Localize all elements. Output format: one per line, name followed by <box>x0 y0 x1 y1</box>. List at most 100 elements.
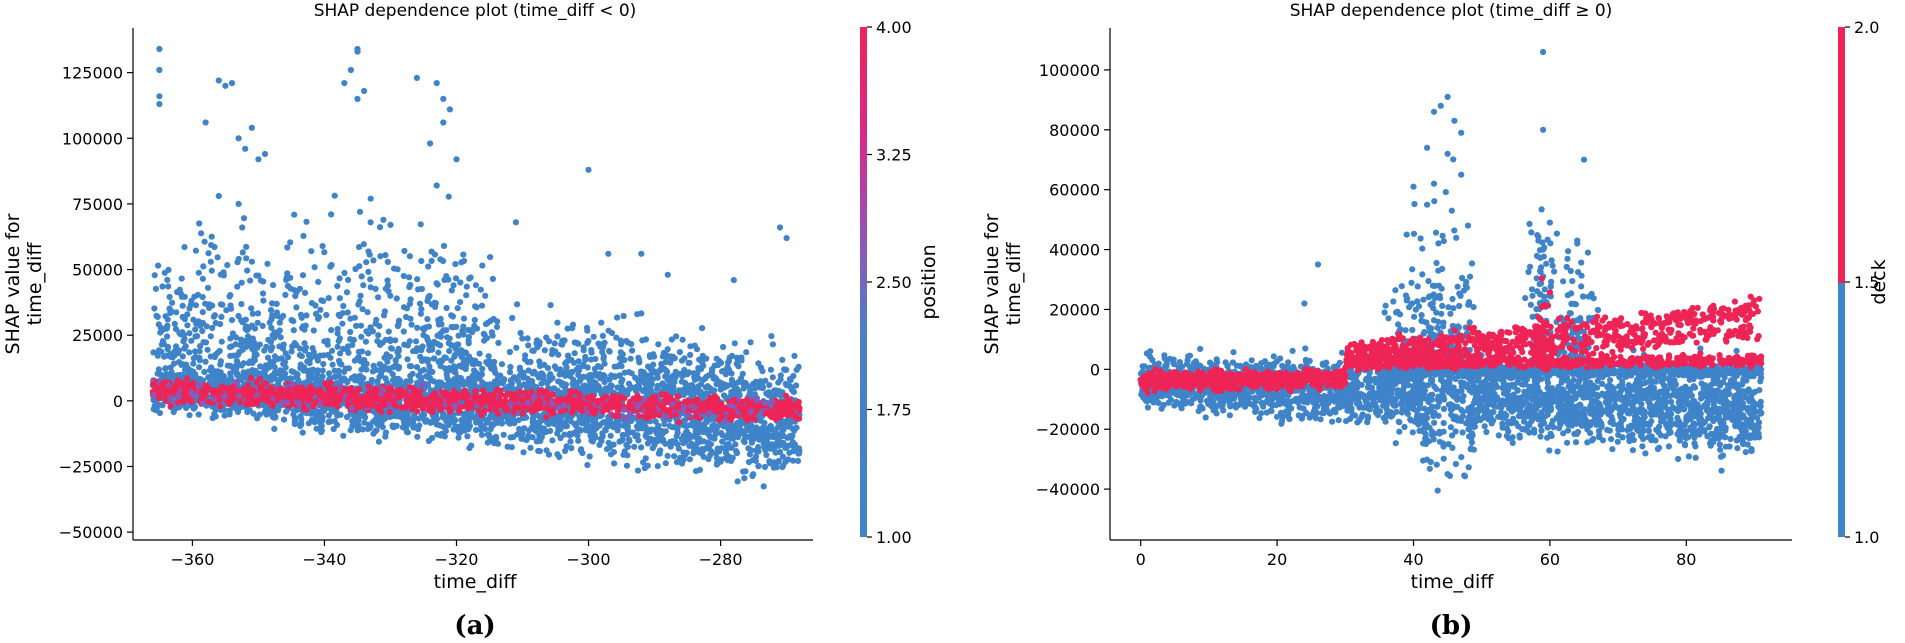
panel-a-point <box>684 371 691 378</box>
panel-a-point <box>538 380 545 387</box>
panel-a-point <box>164 322 171 329</box>
panel-a-point <box>389 377 397 384</box>
panel-a-point <box>217 301 224 308</box>
panel-a-point <box>686 422 693 429</box>
panel-a-point <box>674 425 681 432</box>
panel-a-point <box>779 453 787 460</box>
panel-a-point <box>205 250 212 257</box>
panel-a-point <box>182 343 189 350</box>
panel-a-point <box>324 341 331 348</box>
panel-a-point <box>418 257 425 265</box>
panel-a-point <box>156 409 163 417</box>
panel-a-point <box>794 457 802 464</box>
panel-a-point <box>582 353 589 361</box>
panel-a-point <box>374 380 381 387</box>
panel-a-point <box>260 297 267 304</box>
panel-a-point <box>599 332 607 339</box>
panel-a-point <box>249 346 256 353</box>
panel-a-point <box>448 357 455 364</box>
panel-a-point <box>359 306 366 313</box>
panel-a-point <box>387 292 394 299</box>
panel-a-point <box>761 430 769 437</box>
panel-a-point <box>301 289 309 296</box>
panel-a-point <box>640 369 647 376</box>
panel-a-point <box>299 272 307 279</box>
panel-a-point <box>524 359 532 366</box>
panel-a-point <box>226 408 233 415</box>
panel-a-point <box>629 347 636 354</box>
panel-a-point <box>599 395 606 402</box>
panel-a-point <box>541 347 548 354</box>
panel-a-point <box>768 333 775 340</box>
panel-a-point <box>741 475 748 482</box>
panel-a-point <box>559 341 566 348</box>
panel-a-point <box>310 327 317 334</box>
panel-a-point <box>575 367 583 374</box>
panel-a-point <box>434 340 441 347</box>
panel-a-point <box>493 418 500 425</box>
panel-a-point <box>763 438 770 445</box>
panel-a-point <box>752 447 759 454</box>
panel-a-point <box>382 285 389 292</box>
panel-a-point <box>482 292 489 299</box>
panel-a-point <box>643 434 650 441</box>
panel-a-point <box>713 381 720 388</box>
panel-a-point <box>507 363 514 371</box>
panel-a-point <box>293 288 300 295</box>
panel-a-point <box>314 370 321 378</box>
panel-a-point <box>776 448 784 456</box>
panel-a-point <box>537 428 544 435</box>
panel-a-point <box>488 329 496 336</box>
panel-a-point <box>380 216 387 223</box>
panel-a-point <box>404 413 411 420</box>
panel-a-point <box>199 309 206 316</box>
panel-a-point <box>268 324 275 331</box>
panel-a-point <box>428 257 435 264</box>
panel-a-point <box>436 422 443 429</box>
panel-a-point <box>679 336 686 343</box>
panel-a-point <box>561 381 568 388</box>
panel-a-point <box>547 302 554 309</box>
panel-a-point <box>477 286 484 293</box>
panel-a-point <box>533 438 540 445</box>
panel-a-point <box>373 316 380 323</box>
panel-a-point <box>760 483 767 490</box>
panel-a-point <box>611 460 618 467</box>
panel-a-point <box>228 317 236 324</box>
panel-a-point <box>642 455 649 462</box>
panel-a-point <box>218 338 225 345</box>
panel-a-point <box>510 374 518 381</box>
panel-a-point <box>585 337 592 345</box>
panel-a-point <box>511 420 518 427</box>
panel-a-point <box>676 349 684 356</box>
panel-a-point <box>500 431 507 438</box>
panel-a-point <box>249 310 256 317</box>
panel-a-point <box>437 383 444 390</box>
panel-a-point <box>298 353 305 360</box>
panel-a-point <box>473 426 480 433</box>
panel-a-point <box>514 301 521 308</box>
panel-a-point <box>339 320 346 327</box>
panel-a-point <box>192 326 199 333</box>
panel-a-point <box>360 282 367 289</box>
panel-a-point <box>171 320 178 327</box>
panel-a-point <box>471 322 478 329</box>
panel-a-point <box>662 428 669 435</box>
panel-a-point <box>220 269 227 276</box>
panel-a-point <box>560 420 567 427</box>
panel-a-point <box>596 441 603 448</box>
panel-a-point <box>459 378 467 385</box>
panel-a-point <box>791 427 798 434</box>
panel-a-point <box>218 313 225 320</box>
panel-a-point <box>520 449 527 456</box>
panel-a-point <box>284 354 292 361</box>
panel-a-point <box>385 328 392 335</box>
panel-a-point <box>679 373 686 380</box>
panel-a-point <box>188 337 195 344</box>
panel-a-point <box>169 299 176 306</box>
panel-a-point <box>235 255 242 263</box>
panel-a-point <box>686 456 694 463</box>
panel-a-point <box>363 259 370 266</box>
panel-a-point <box>766 382 773 389</box>
panel-a-point <box>460 350 467 357</box>
